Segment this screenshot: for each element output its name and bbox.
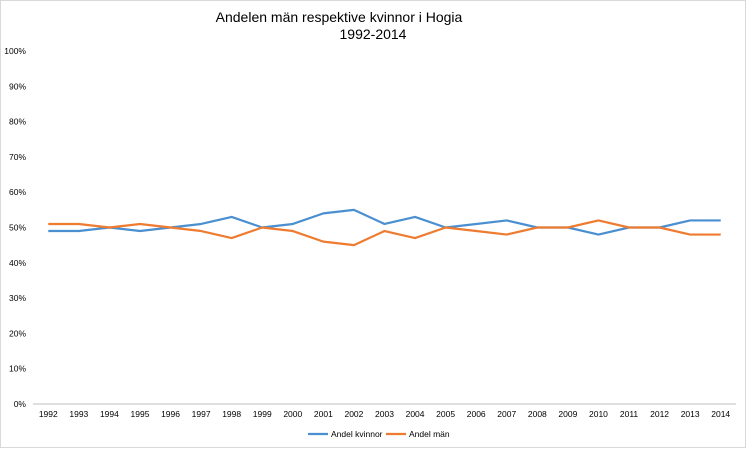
y-tick-label: 100% xyxy=(4,46,26,56)
y-tick-label: 90% xyxy=(9,81,26,91)
x-tick-label: 1999 xyxy=(253,409,272,419)
legend: Andel kvinnor Andel män xyxy=(308,429,450,439)
x-tick-label: 2007 xyxy=(497,409,516,419)
x-tick-label: 2002 xyxy=(344,409,363,419)
y-tick-label: 10% xyxy=(9,364,26,374)
x-tick-label: 2004 xyxy=(406,409,425,419)
y-tick-label: 40% xyxy=(9,258,26,268)
y-tick-label: 80% xyxy=(9,117,26,127)
chart-subtitle: 1992-2014 xyxy=(340,26,407,42)
x-tick-label: 1996 xyxy=(161,409,180,419)
y-tick-label: 30% xyxy=(9,293,26,303)
x-tick-label: 2005 xyxy=(436,409,455,419)
series-lines xyxy=(48,210,721,245)
x-tick-label: 2010 xyxy=(589,409,608,419)
y-tick-label: 60% xyxy=(9,187,26,197)
x-tick-label: 2000 xyxy=(283,409,302,419)
y-tick-label: 20% xyxy=(9,328,26,338)
y-tick-label: 70% xyxy=(9,152,26,162)
y-tick-label: 0% xyxy=(14,399,27,409)
x-tick-label: 2009 xyxy=(558,409,577,419)
legend-label: Andel kvinnor xyxy=(331,429,383,439)
x-axis-labels: 1992 1993 1994 1995 1996 1997 1998 1999 2000 2001… xyxy=(39,409,731,419)
x-tick-label: 1994 xyxy=(100,409,119,419)
x-tick-label: 1992 xyxy=(39,409,58,419)
y-axis-labels: 0% 10% 20% 30% 40% 50% 60% 70% 80% 90% 100% xyxy=(4,46,26,409)
x-tick-label: 2008 xyxy=(528,409,547,419)
x-tick-label: 2003 xyxy=(375,409,394,419)
x-tick-label: 2006 xyxy=(467,409,486,419)
x-tick-label: 2001 xyxy=(314,409,333,419)
legend-label: Andel män xyxy=(409,429,450,439)
x-tick-label: 1995 xyxy=(131,409,150,419)
x-tick-label: 2012 xyxy=(650,409,669,419)
x-tick-label: 1998 xyxy=(222,409,241,419)
x-tick-label: 2011 xyxy=(620,409,639,419)
x-tick-label: 1997 xyxy=(192,409,211,419)
x-tick-label: 2014 xyxy=(711,409,730,419)
x-tick-label: 2013 xyxy=(681,409,700,419)
y-tick-label: 50% xyxy=(9,223,26,233)
chart-title: Andelen män respektive kvinnor i Hogia xyxy=(216,9,463,25)
x-tick-label: 1993 xyxy=(69,409,88,419)
